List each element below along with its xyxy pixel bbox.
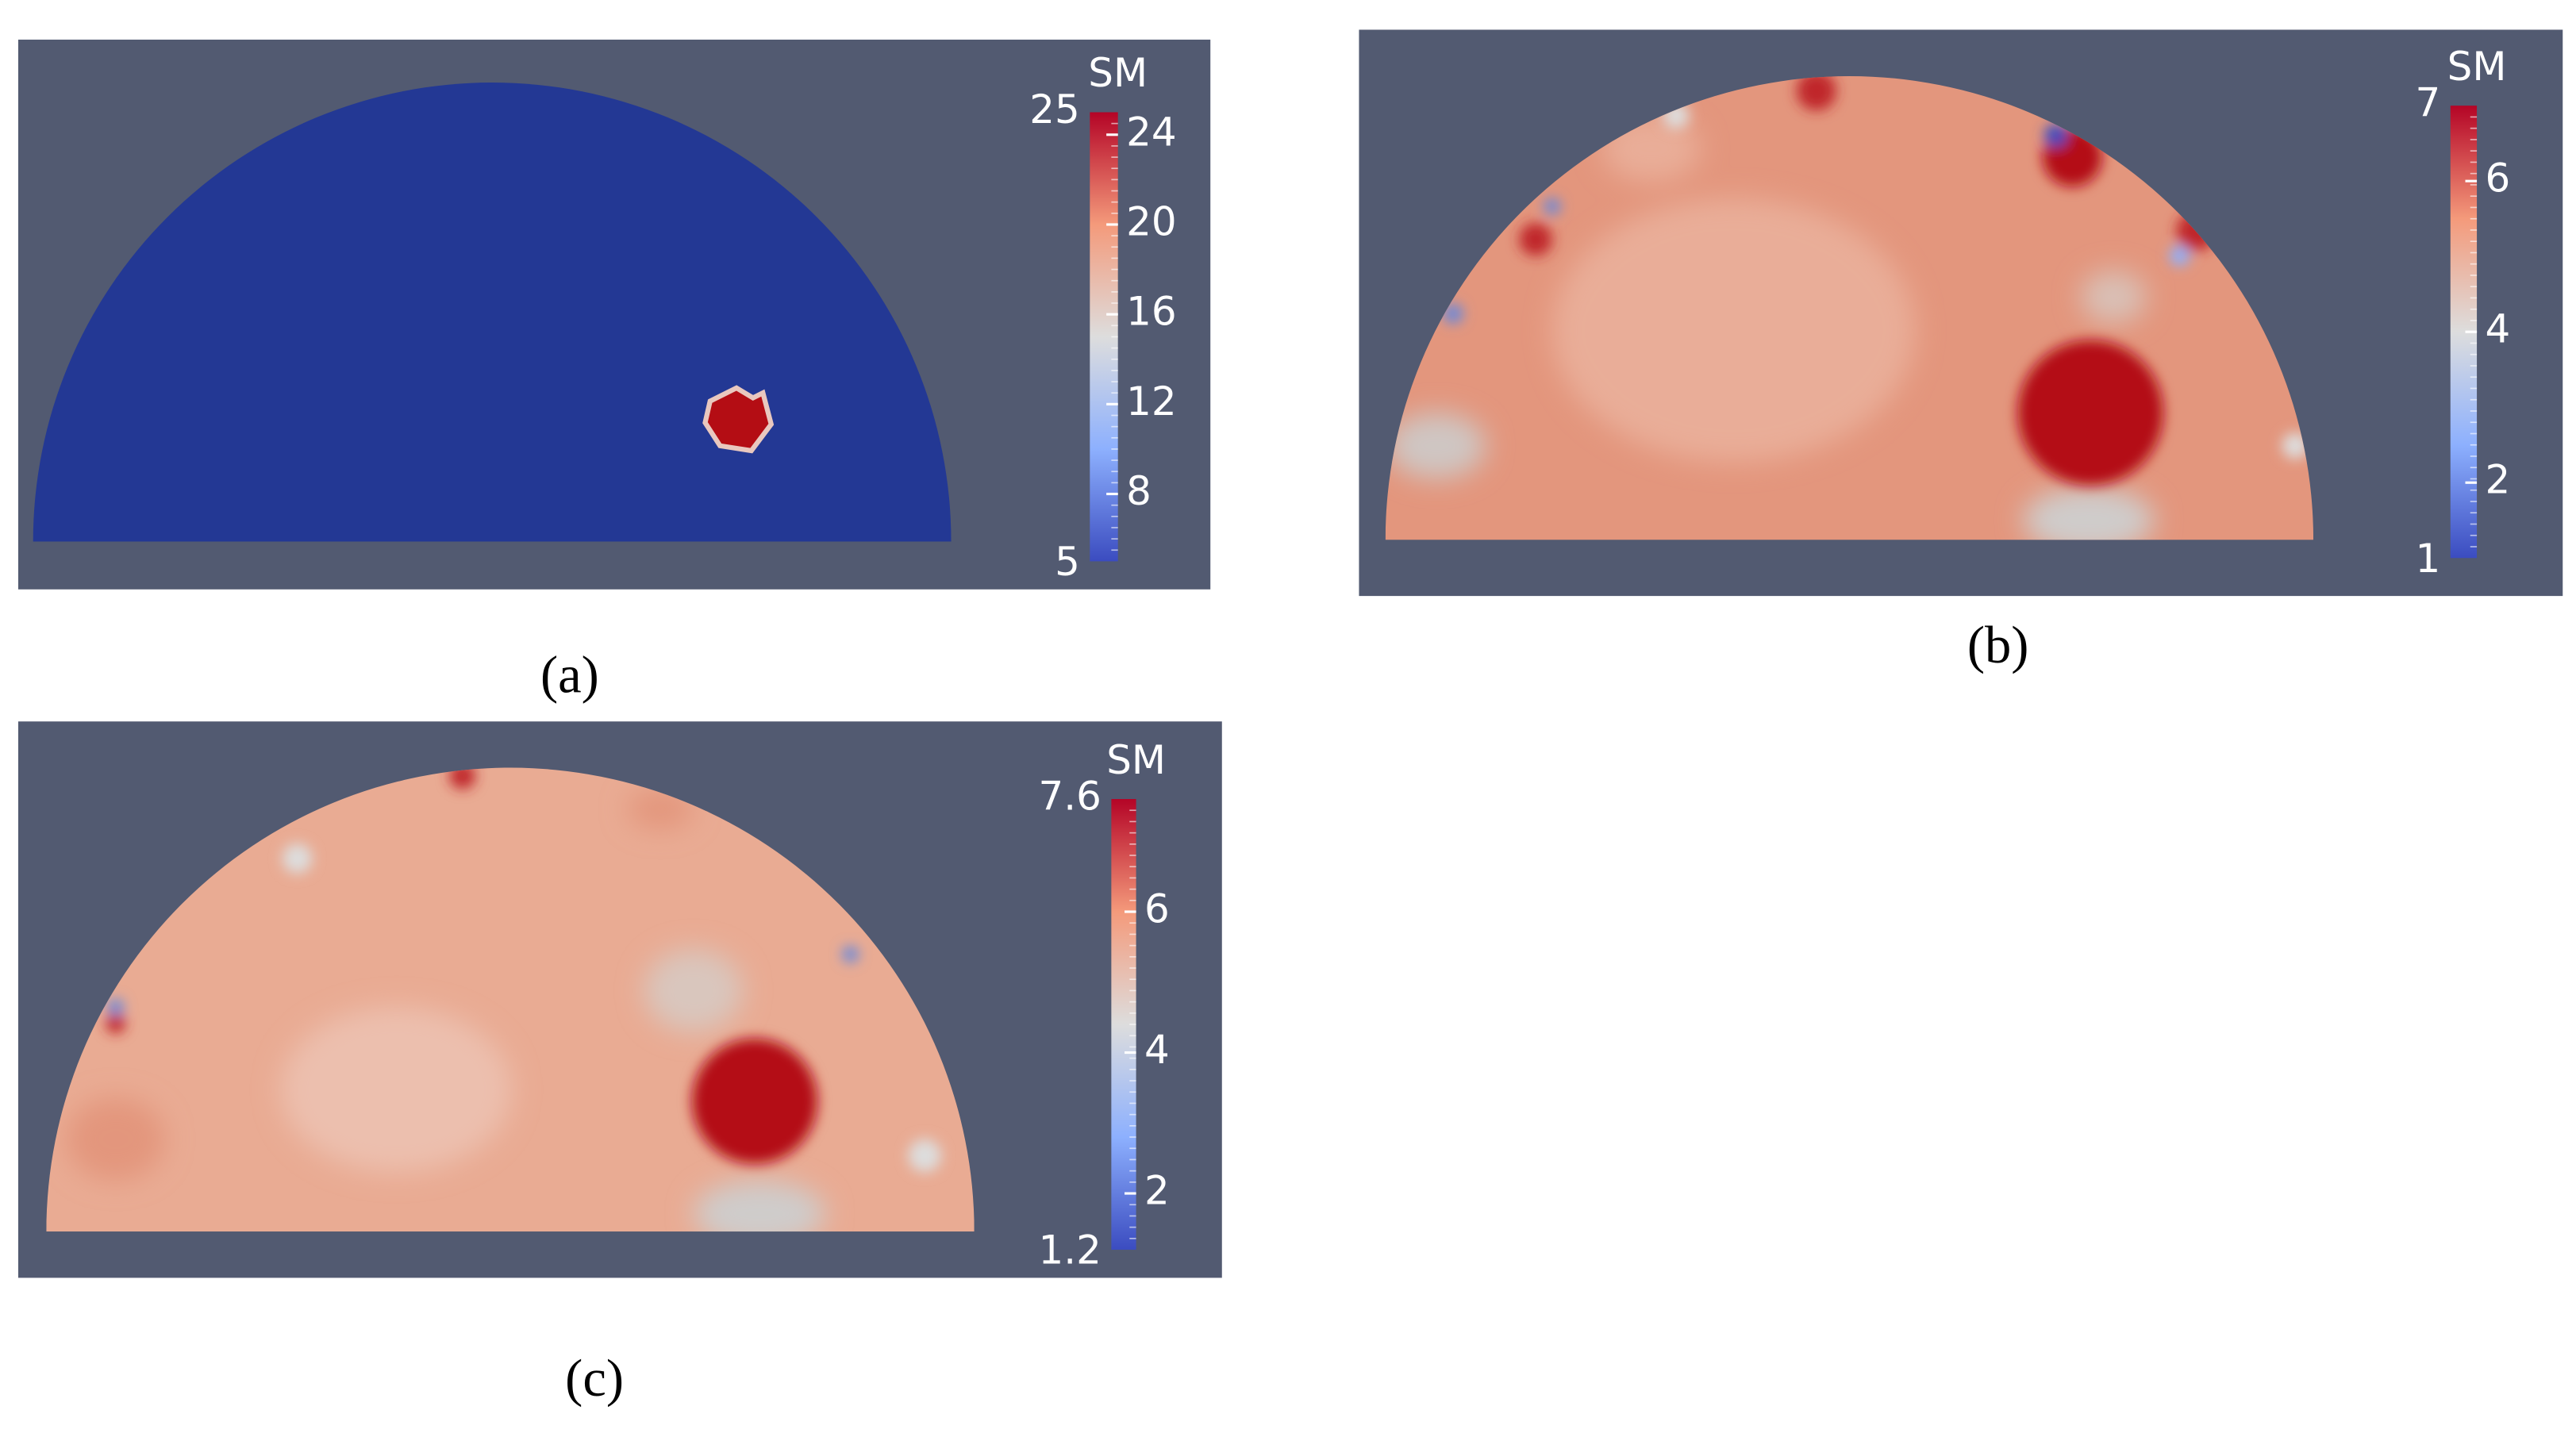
colorbar-tick-label: 2	[2485, 457, 2510, 503]
colorbar-tick-label: 6	[1144, 886, 1170, 932]
caption: (a)	[540, 647, 599, 705]
colorbar-title: SM	[1088, 50, 1148, 96]
colorbar-min: 1.2	[1038, 1227, 1101, 1274]
colorbar-min: 1	[2416, 536, 2441, 582]
colorbar-min: 5	[1055, 539, 1080, 585]
colorbar-tick-label: 24	[1126, 109, 1177, 155]
caption: (b)	[1967, 617, 2029, 674]
colorbar-max: 7.6	[1038, 774, 1101, 820]
colorbar-tick-label: 4	[2485, 306, 2510, 352]
colorbar-tick-label: 4	[1144, 1027, 1170, 1073]
colorbar-tick-label: 8	[1126, 468, 1152, 514]
colorbar-title: SM	[1106, 737, 1166, 783]
caption: (c)	[565, 1350, 624, 1408]
colorbar-tick-label: 2	[1144, 1168, 1170, 1214]
inclusion	[702, 385, 775, 454]
colorbar-title: SM	[2447, 44, 2507, 90]
colorbar-max: 7	[2416, 80, 2441, 126]
colorbar-tick-label: 12	[1126, 378, 1177, 425]
colorbar-tick-label: 20	[1126, 198, 1177, 244]
colorbar-tick-label: 6	[2485, 156, 2510, 202]
colorbar-max: 25	[1029, 86, 1080, 133]
colorbar-tick-label: 16	[1126, 289, 1177, 335]
